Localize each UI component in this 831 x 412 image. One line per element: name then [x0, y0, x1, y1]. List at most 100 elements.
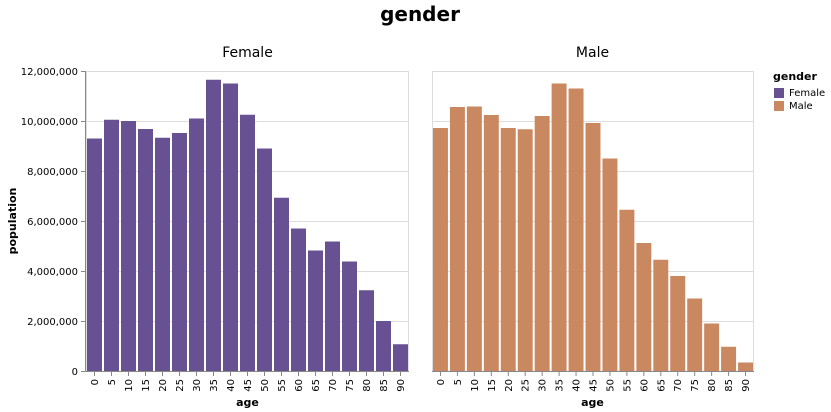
bar-female-age-15 — [138, 129, 153, 371]
legend: gender Female Male — [773, 70, 825, 112]
y-tick-label-5: 10,000,000 — [21, 117, 78, 128]
x-tick-label-female-80: 80 — [362, 379, 373, 392]
x-tick-label-male-60: 60 — [639, 379, 650, 392]
bar-female-age-35 — [206, 79, 221, 371]
y-tick-label-6: 12,000,000 — [21, 67, 78, 78]
x-tick-label-female-5: 5 — [107, 379, 118, 385]
x-tick-label-male-65: 65 — [656, 379, 667, 392]
x-tick-label-male-15: 15 — [487, 379, 498, 392]
bar-female-age-60 — [291, 228, 306, 371]
bar-male-age-10 — [466, 106, 482, 371]
bar-female-age-50 — [257, 148, 272, 371]
bar-female-age-10 — [121, 121, 136, 371]
x-axis-title-female: age — [236, 396, 259, 409]
bar-female-age-40 — [223, 83, 238, 371]
x-tick-label-female-70: 70 — [328, 379, 339, 392]
x-tick-label-female-75: 75 — [345, 379, 356, 392]
facet-title-male: Male — [576, 45, 609, 61]
x-axis-female: 0 5 10 15 20 25 30 35 40 45 50 55 60 65 70 75 80 85 90 — [86, 371, 409, 392]
x-tick-label-female-60: 60 — [294, 379, 305, 392]
bar-female-age-55 — [274, 197, 289, 371]
bar-male-age-55 — [619, 209, 635, 371]
bar-male-age-90 — [738, 362, 753, 371]
x-tick-label-male-90: 90 — [741, 379, 752, 392]
bars-female — [87, 79, 408, 371]
bar-male-age-45 — [585, 123, 601, 371]
x-tick-label-male-70: 70 — [673, 379, 684, 392]
x-tick-label-male-40: 40 — [572, 379, 583, 392]
y-tick-label-4: 8,000,000 — [27, 167, 78, 178]
facet-male: Male 0 5 10 15 20 25 30 35 40 45 50 55 60 65 70 75 80 85 9… — [432, 45, 754, 409]
bar-male-age-75 — [687, 298, 703, 371]
y-axis: 0 2,000,000 4,000,000 6,000,000 8,000,000 10,… — [21, 67, 86, 378]
bar-male-age-0 — [433, 128, 448, 371]
bar-female-age-65 — [308, 250, 323, 371]
x-tick-label-female-15: 15 — [141, 379, 152, 392]
x-tick-label-male-85: 85 — [724, 379, 735, 392]
bar-female-age-5 — [104, 119, 119, 371]
legend-label-male: Male — [789, 101, 813, 112]
x-tick-label-female-50: 50 — [260, 379, 271, 392]
x-tick-label-female-10: 10 — [124, 379, 135, 392]
x-tick-label-male-5: 5 — [453, 379, 464, 385]
bar-male-age-25 — [517, 129, 533, 371]
bar-female-age-75 — [342, 261, 357, 371]
x-tick-label-female-0: 0 — [90, 379, 101, 385]
bar-female-age-90 — [393, 344, 408, 371]
y-axis-title: population — [6, 188, 19, 255]
bar-male-age-60 — [636, 243, 652, 371]
bar-male-age-85 — [721, 346, 737, 371]
x-tick-label-female-30: 30 — [192, 379, 203, 392]
bar-male-age-35 — [551, 83, 567, 371]
x-tick-label-female-25: 25 — [175, 379, 186, 392]
x-tick-label-female-85: 85 — [379, 379, 390, 392]
x-tick-label-female-20: 20 — [158, 379, 169, 392]
bar-male-age-5 — [449, 107, 465, 371]
x-tick-label-male-25: 25 — [521, 379, 532, 392]
y-tick-label-2: 4,000,000 — [27, 267, 78, 278]
legend-swatch-female — [774, 88, 784, 98]
bar-female-age-70 — [325, 241, 340, 371]
x-tick-label-female-65: 65 — [311, 379, 322, 392]
x-tick-label-male-75: 75 — [690, 379, 701, 392]
y-tick-label-0: 0 — [72, 367, 78, 378]
x-tick-label-male-20: 20 — [504, 379, 515, 392]
legend-title: gender — [773, 70, 818, 83]
facet-female: Female 0 5 10 15 20 25 30 35 40 45 50 55 60 65 70 75 80 8… — [86, 45, 409, 409]
bar-male-age-30 — [534, 116, 550, 371]
bar-female-age-25 — [172, 133, 187, 371]
bar-female-age-0 — [87, 138, 102, 371]
bar-female-age-45 — [240, 114, 255, 371]
bar-male-age-50 — [602, 158, 618, 371]
x-tick-label-male-35: 35 — [555, 379, 566, 392]
bar-male-age-70 — [670, 276, 686, 371]
bar-male-age-40 — [568, 88, 584, 371]
x-tick-label-male-45: 45 — [589, 379, 600, 392]
bar-male-age-80 — [704, 323, 720, 371]
x-tick-label-male-80: 80 — [707, 379, 718, 392]
bar-female-age-20 — [155, 137, 170, 371]
x-axis-male: 0 5 10 15 20 25 30 35 40 45 50 55 60 65 70 75 80 85 90 — [432, 371, 754, 392]
legend-swatch-male — [774, 101, 784, 111]
bar-male-age-65 — [653, 259, 669, 371]
bar-male-age-20 — [500, 128, 516, 371]
bars-male — [433, 83, 753, 371]
x-tick-label-female-90: 90 — [396, 379, 407, 392]
x-tick-label-female-40: 40 — [226, 379, 237, 392]
y-tick-label-3: 6,000,000 — [27, 217, 78, 228]
x-tick-label-male-55: 55 — [622, 379, 633, 392]
bar-female-age-85 — [376, 321, 391, 371]
x-tick-label-female-35: 35 — [209, 379, 220, 392]
bar-male-age-15 — [483, 115, 499, 371]
facet-title-female: Female — [222, 45, 273, 61]
bar-female-age-80 — [359, 290, 374, 371]
x-tick-label-male-30: 30 — [538, 379, 549, 392]
x-tick-label-female-45: 45 — [243, 379, 254, 392]
x-tick-label-male-0: 0 — [436, 379, 447, 385]
x-tick-label-male-10: 10 — [470, 379, 481, 392]
bar-female-age-30 — [189, 118, 204, 371]
x-tick-label-male-50: 50 — [605, 379, 616, 392]
x-tick-label-female-55: 55 — [277, 379, 288, 392]
